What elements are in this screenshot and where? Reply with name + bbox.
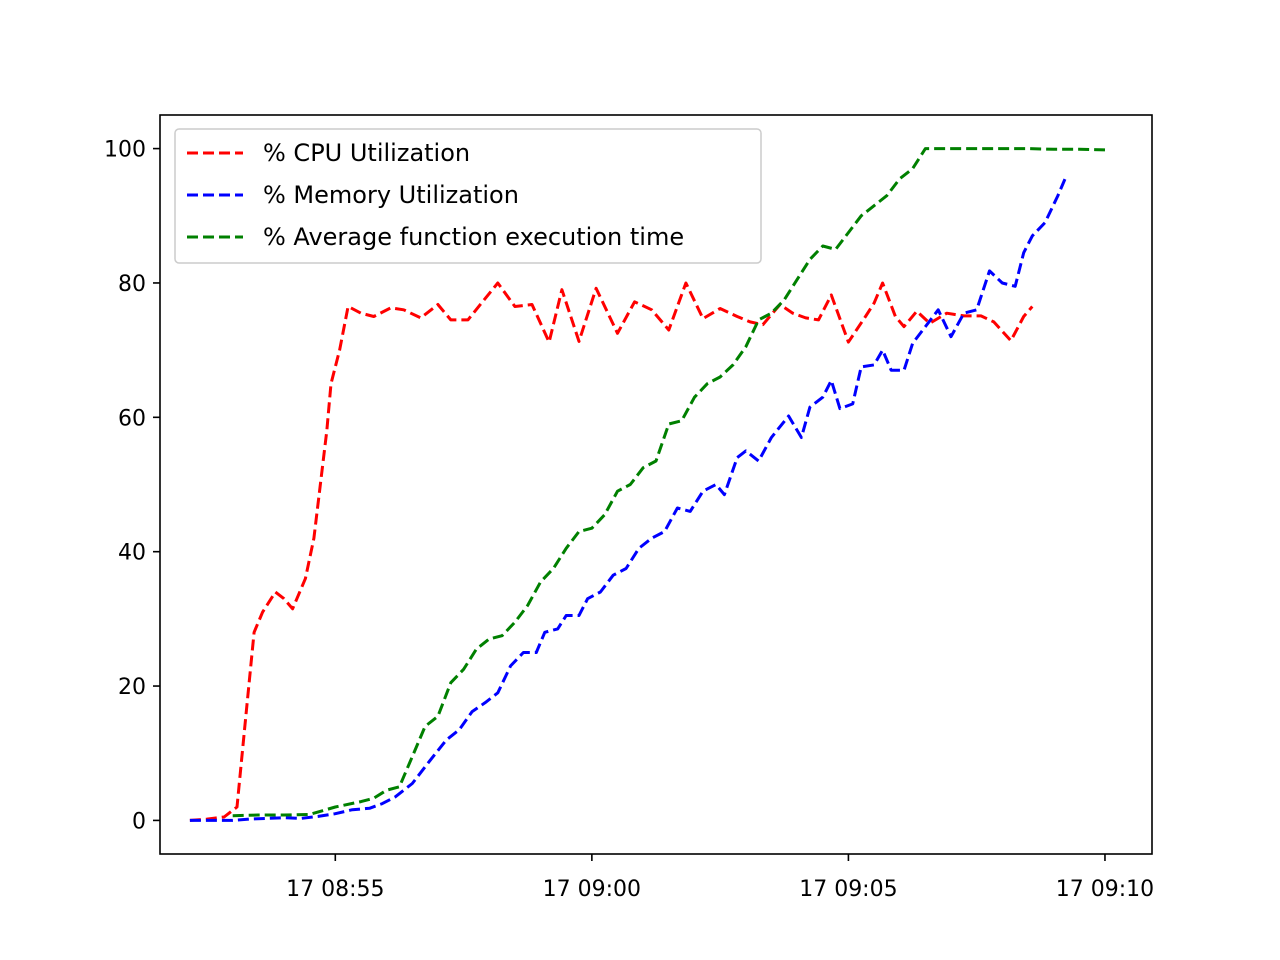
series-line-2 <box>189 174 1068 822</box>
x-tick-label: 17 09:05 <box>799 877 897 902</box>
plot-lines <box>189 147 1106 822</box>
legend-label: % Memory Utilization <box>263 181 519 209</box>
x-tick-label: 17 09:10 <box>1056 877 1154 902</box>
y-tick-label: 40 <box>118 541 146 566</box>
x-tick-label: 17 09:00 <box>543 877 641 902</box>
legend-label: % Average function execution time <box>263 223 684 251</box>
series-line-1 <box>189 281 1034 822</box>
legend-label: % CPU Utilization <box>263 139 470 167</box>
legend: % CPU Utilization % Memory Utilization % A… <box>174 128 762 264</box>
axes-frame <box>159 114 1153 855</box>
y-tick-label: 0 <box>132 809 146 834</box>
y-tick-label: 100 <box>104 138 146 163</box>
y-tick-label: 60 <box>118 406 146 431</box>
series-line-3 <box>232 147 1106 818</box>
y-axis: 0 20 40 60 80 100 <box>104 138 160 834</box>
y-tick-label: 20 <box>118 675 146 700</box>
x-axis: 17 08:55 17 09:00 17 09:05 17 09:10 <box>286 854 1154 902</box>
x-tick-label: 17 08:55 <box>286 877 384 902</box>
legend-box <box>174 128 762 264</box>
y-tick-label: 80 <box>118 272 146 297</box>
